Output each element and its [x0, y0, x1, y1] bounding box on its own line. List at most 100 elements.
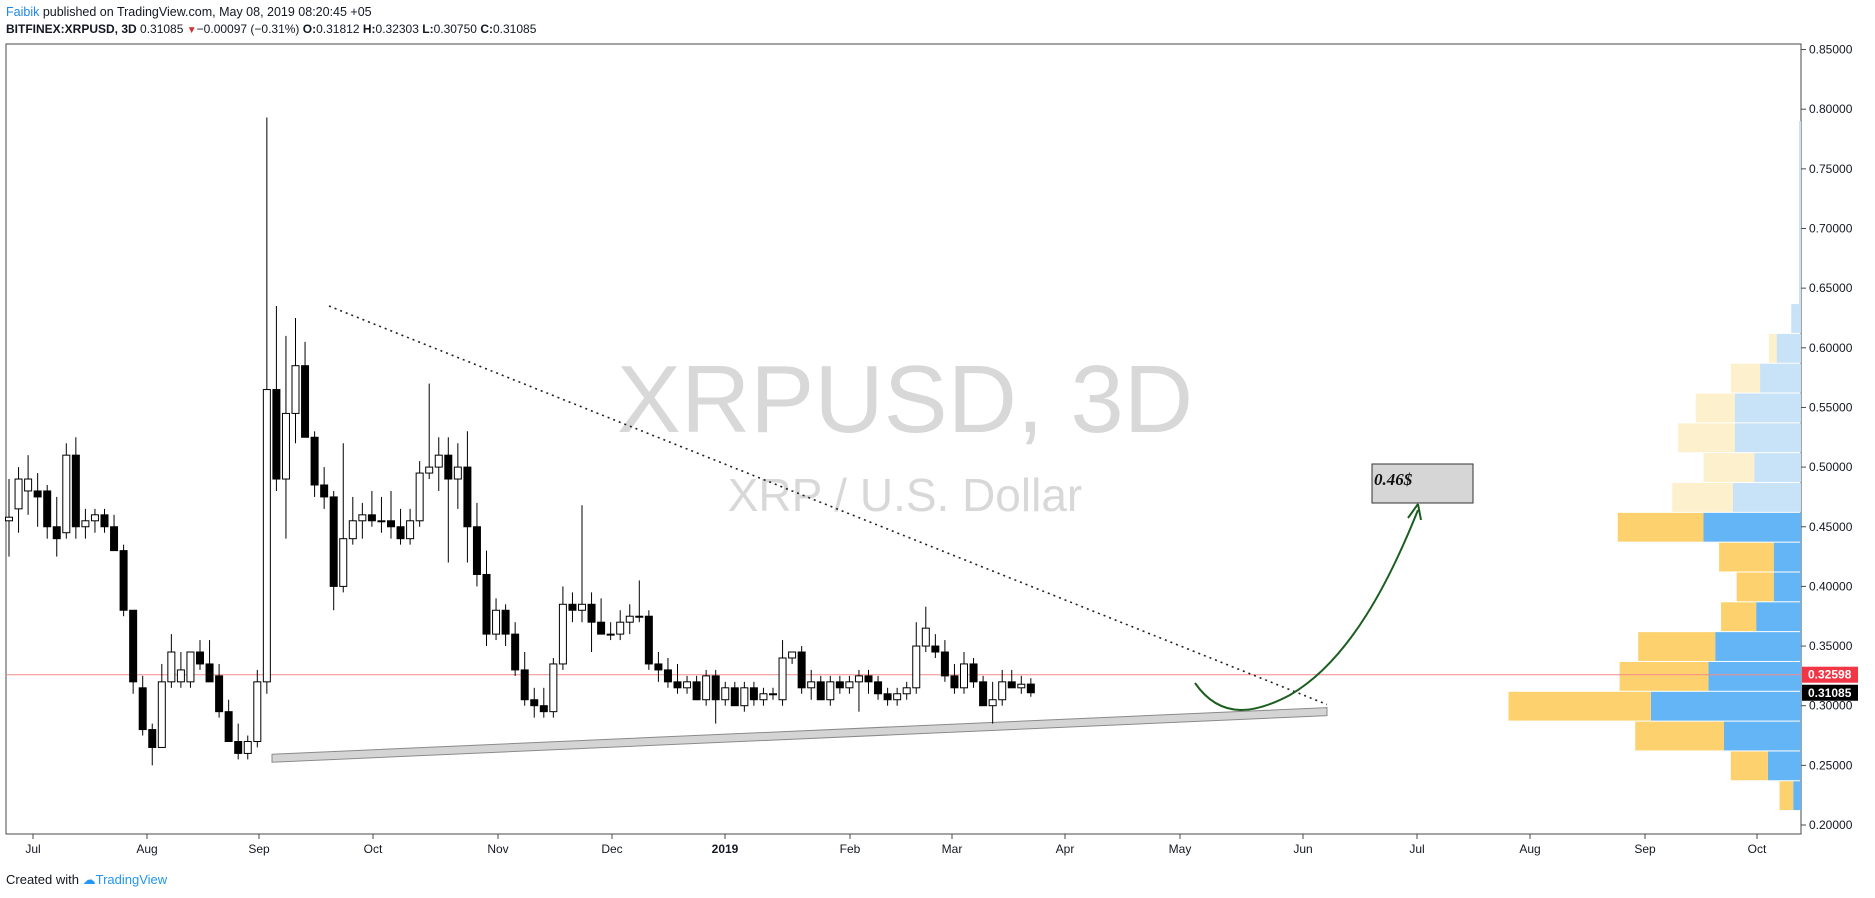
candle-body — [396, 526, 405, 540]
candle-body — [262, 389, 271, 683]
candle — [1017, 675, 1026, 694]
watermark-description: XRP / U.S. Dollar — [728, 469, 1082, 521]
candle-body — [196, 651, 204, 665]
candle — [434, 437, 443, 491]
candle-body — [549, 663, 558, 713]
author-link[interactable]: Faibik — [6, 5, 40, 19]
price-tick-label: 0.85000 — [1809, 43, 1853, 57]
candle — [854, 669, 863, 712]
candle — [262, 117, 271, 694]
candle — [568, 592, 577, 623]
candle-body — [434, 454, 443, 468]
candle-body — [530, 699, 539, 707]
candle-body — [71, 454, 80, 528]
time-tick-label: May — [1169, 842, 1192, 856]
price-tick-label: 0.50000 — [1809, 460, 1853, 474]
high-value: 0.32303 — [375, 22, 419, 36]
candle — [52, 496, 61, 557]
time-axis[interactable]: Jul Aug Sep Oct Nov Dec 2019 Feb Mar Apr May Jun Jul… — [25, 834, 1767, 856]
support-trendline[interactable] — [271, 707, 1328, 763]
candle-body — [138, 687, 147, 731]
candle-body — [539, 705, 548, 713]
candle-body — [301, 365, 310, 438]
candle-body — [960, 663, 968, 689]
vp-up-bar — [1708, 661, 1801, 691]
candle — [463, 431, 472, 563]
candle — [683, 675, 692, 694]
candle — [100, 508, 109, 533]
candle-body — [176, 669, 185, 683]
candle — [654, 652, 663, 682]
candle-body — [167, 651, 176, 683]
candle-body — [644, 615, 653, 665]
candle-body — [740, 687, 749, 707]
vp-down-bar — [1730, 363, 1761, 393]
candle-body — [692, 681, 701, 701]
price-tag-bg — [1802, 666, 1858, 683]
vp-down-bar — [1730, 751, 1768, 781]
price-axis[interactable]: 0.85000 0.80000 0.75000 0.70000 0.65000 0.600… — [1801, 43, 1853, 832]
vp-down-bar — [1617, 512, 1704, 542]
candle — [788, 651, 797, 664]
candle — [482, 550, 491, 647]
projection-arrow[interactable] — [1194, 503, 1422, 711]
candle — [816, 675, 825, 701]
candle — [272, 306, 281, 491]
candle — [71, 437, 80, 539]
target-annotation[interactable]: 0.46$ — [1371, 463, 1474, 504]
candle-body — [778, 657, 787, 701]
candle — [740, 681, 749, 712]
candle-body — [272, 389, 281, 480]
down-arrow-icon: ▼ — [186, 25, 197, 36]
candle-body — [482, 573, 491, 635]
candle — [950, 663, 959, 694]
candle — [148, 723, 157, 766]
candle — [33, 473, 42, 527]
candle-body — [816, 681, 825, 701]
vp-up-bar — [1734, 423, 1801, 453]
price-tick-label: 0.60000 — [1809, 341, 1853, 355]
candle-body — [90, 514, 99, 522]
time-tick-label: Sep — [1634, 842, 1656, 856]
candle — [549, 657, 558, 718]
price-tick-label: 0.70000 — [1809, 222, 1853, 236]
candle-body — [826, 681, 835, 701]
candle-body — [587, 603, 596, 623]
candle-body — [492, 609, 501, 635]
watermark-symbol: XRPUSD, 3D — [617, 346, 1193, 453]
publish-text: published on TradingView.com, May 08, 20… — [39, 5, 372, 19]
candle — [196, 640, 204, 670]
vp-down-bar — [1721, 602, 1757, 632]
tradingview-link[interactable]: TradingView — [95, 872, 168, 887]
candle — [62, 443, 71, 539]
candle-body — [931, 645, 940, 653]
price-tag-bg — [1802, 684, 1858, 701]
time-tick-label: Oct — [364, 842, 383, 856]
candle — [520, 652, 529, 706]
candle-body — [702, 675, 711, 701]
time-tick-label: Mar — [942, 842, 963, 856]
resistance-trendline[interactable] — [328, 305, 1328, 706]
candle-body — [224, 711, 233, 742]
candle-body — [749, 687, 758, 701]
candle — [692, 675, 701, 701]
vp-down-bar — [1768, 333, 1777, 363]
time-tick-label: 2019 — [712, 842, 739, 856]
candle-body — [558, 603, 567, 665]
vp-down-bar — [1638, 632, 1716, 661]
candle — [1026, 678, 1035, 697]
candle-body — [797, 651, 806, 689]
candle — [176, 652, 185, 688]
candle-body — [157, 681, 166, 748]
close-label: C: — [480, 22, 493, 36]
candle — [320, 467, 329, 509]
candle-body — [950, 675, 959, 689]
candle-body — [425, 466, 434, 474]
candle-body — [119, 550, 128, 611]
vp-down-bar — [1736, 572, 1774, 602]
candle-body — [348, 520, 357, 540]
candle — [826, 675, 835, 706]
candle-body — [81, 520, 90, 528]
candle-body — [52, 526, 61, 540]
